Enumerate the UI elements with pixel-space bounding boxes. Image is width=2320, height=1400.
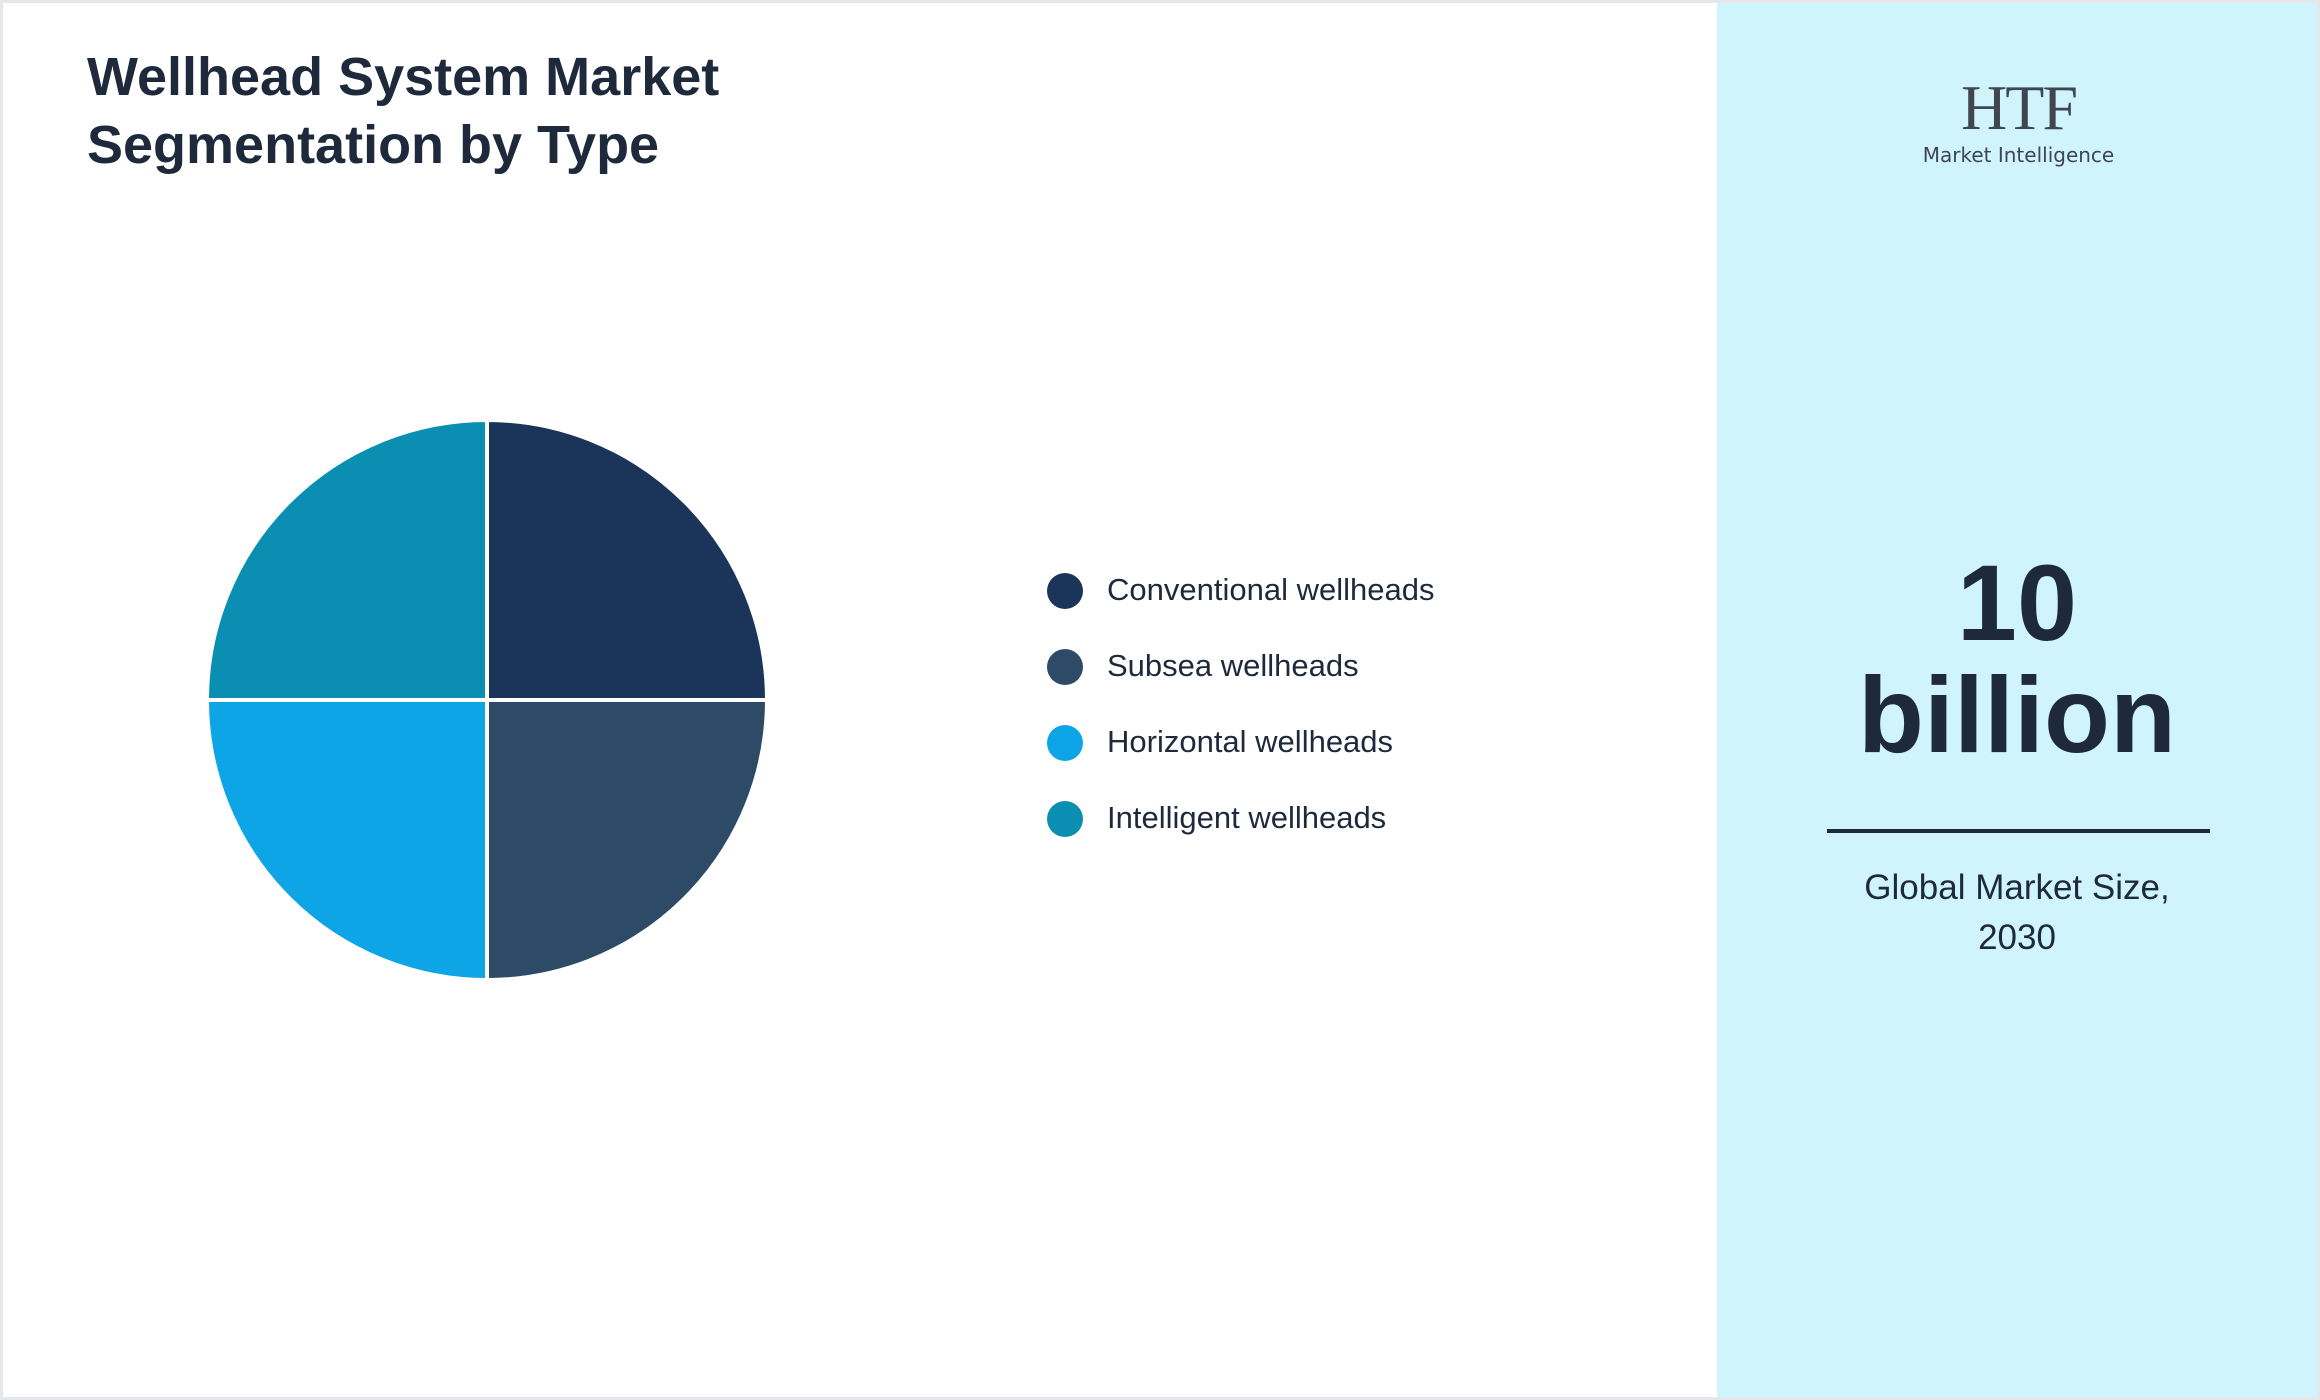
pie-slice xyxy=(485,417,770,702)
chart-title: Wellhead System Market Segmentation by T… xyxy=(87,47,720,175)
pie-slice xyxy=(485,698,770,983)
caption: Global Market Size, 2030 xyxy=(1864,868,2170,957)
side-panel: HTF Market Intelligence 10 billion Globa… xyxy=(1717,3,2317,1397)
legend-label: Horizontal wellheads xyxy=(1107,724,1393,759)
legend-label: Conventional wellheads xyxy=(1107,572,1434,607)
legend-label: Subsea wellheads xyxy=(1107,648,1359,683)
headline: 10 billion xyxy=(1858,542,2176,775)
legend-swatch xyxy=(1047,649,1083,685)
pie-slice xyxy=(204,417,489,702)
logo-text: HTF xyxy=(1961,72,2078,143)
logo-subtext: Market Intelligence xyxy=(1922,143,2115,167)
logo: HTF Market Intelligence xyxy=(1717,72,2317,168)
legend-swatch xyxy=(1047,801,1083,837)
legend-swatch xyxy=(1047,725,1083,761)
chart: Conventional wellheads Subsea wellheads Ho… xyxy=(204,417,1434,983)
divider xyxy=(1827,829,2210,833)
legend-swatch xyxy=(1047,573,1083,609)
legend-label: Intelligent wellheads xyxy=(1107,800,1386,835)
pie-slice xyxy=(204,698,489,983)
